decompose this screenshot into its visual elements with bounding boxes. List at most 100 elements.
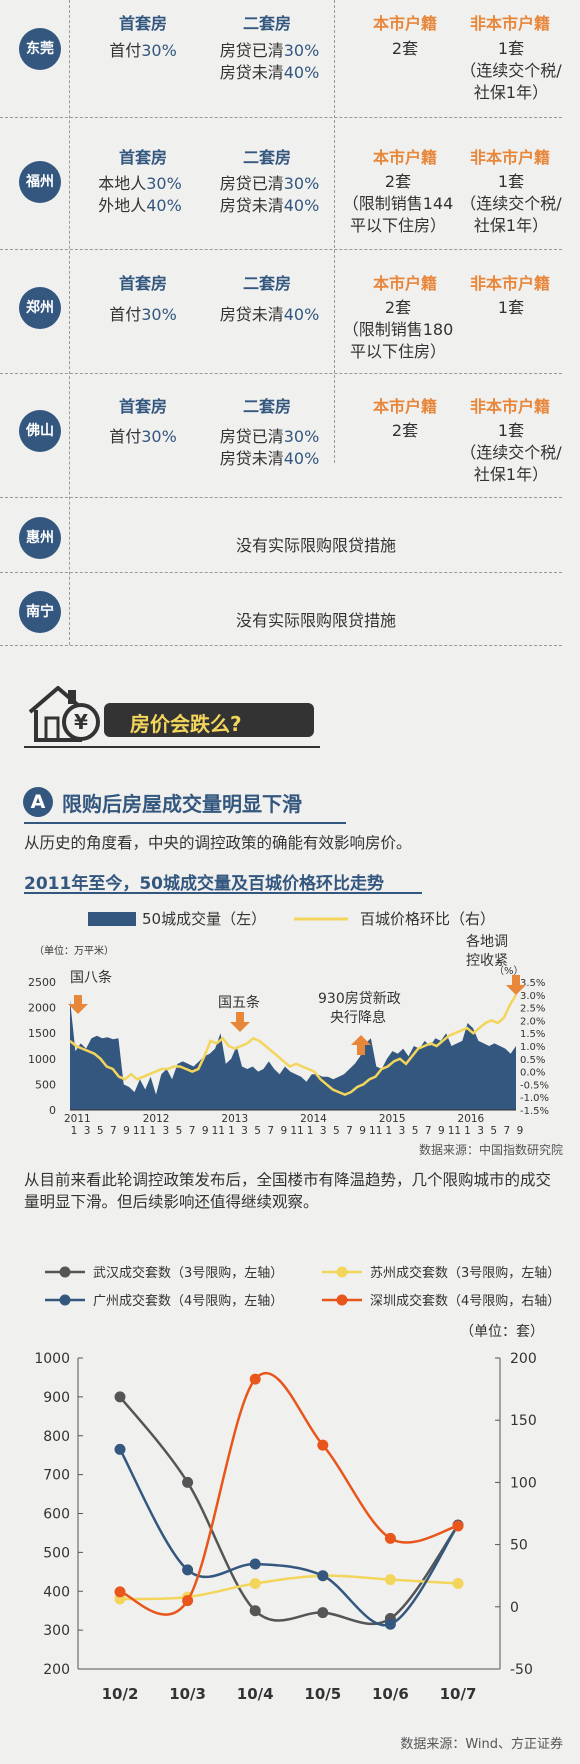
legend-label: 武汉成交套数（3号限购，左轴） bbox=[93, 1265, 283, 1281]
row-divider bbox=[0, 373, 562, 374]
cell-line: 本地人30% bbox=[98, 174, 182, 193]
data-point bbox=[249, 1605, 261, 1617]
cell-line: 社保1年） bbox=[473, 83, 549, 102]
cell-line: 2套 bbox=[391, 421, 419, 440]
x-tick-label: 10/7 bbox=[440, 1685, 477, 1703]
x-tick-label: 10/2 bbox=[102, 1685, 139, 1703]
cell-line: 首付30% bbox=[109, 305, 177, 324]
left-tick-label: 800 bbox=[43, 1429, 70, 1445]
month-label: 11 bbox=[448, 1125, 461, 1137]
chart2-svg: 武汉成交套数（3号限购，左轴） 苏州成交套数（3号限购，左轴） 广州成交套数（4号限… bbox=[34, 1265, 563, 1752]
right-tick-label: 2.5% bbox=[520, 1004, 545, 1015]
left-tick-label: 2000 bbox=[28, 1002, 56, 1015]
cell-line: 房贷已清30% bbox=[219, 174, 320, 193]
month-label: 1 bbox=[307, 1125, 314, 1137]
cell-line: 1套 bbox=[497, 421, 525, 440]
month-label: 7 bbox=[346, 1125, 353, 1137]
row-divider bbox=[0, 645, 562, 646]
row-divider bbox=[0, 117, 562, 118]
chart1-left-axis: 2500 2000 1500 1000 500 0 bbox=[28, 976, 56, 1117]
legend-swatch-area bbox=[88, 912, 136, 926]
chart1-svg: 50城成交量（左） 百城价格环比（右） （单位：万平米） （%） 2500 200… bbox=[28, 910, 563, 1157]
data-point bbox=[452, 1520, 464, 1532]
right-tick-label: 2.0% bbox=[520, 1016, 545, 1027]
table-cell: 1套 （连续交个税/社保1年） bbox=[452, 420, 570, 486]
subsection-letter-badge: A bbox=[23, 787, 53, 817]
data-point bbox=[317, 1439, 329, 1451]
data-point bbox=[384, 1532, 396, 1544]
subsection-title: 限购后房屋成交量明显下滑 bbox=[62, 792, 302, 816]
cell-line: 首付30% bbox=[109, 41, 177, 60]
table-cell: 房贷已清30% 房贷未清40% bbox=[202, 40, 337, 84]
month-label: 9 bbox=[438, 1125, 445, 1137]
table-cell: 1套 （连续交个税/社保1年） bbox=[452, 171, 570, 237]
right-axis-unit: （%） bbox=[494, 965, 524, 977]
city-badge: 福州 bbox=[19, 161, 61, 203]
column-header: 二套房 bbox=[242, 148, 291, 167]
cell-line: 房贷未清40% bbox=[219, 196, 320, 215]
city-badge: 惠州 bbox=[19, 517, 61, 559]
cell-line: 外地人40% bbox=[98, 196, 182, 215]
cell-line: 平以下住房） bbox=[349, 342, 446, 361]
section-title: 房价会跌么? bbox=[130, 712, 242, 736]
data-point bbox=[249, 1373, 261, 1385]
left-tick-label: 500 bbox=[35, 1078, 56, 1091]
data-point bbox=[182, 1564, 194, 1576]
x-tick-label: 10/4 bbox=[237, 1685, 274, 1703]
table-cell: 房贷未清40% bbox=[202, 304, 337, 326]
column-header: 本市户籍 bbox=[372, 148, 437, 167]
right-tick-label: -1.5% bbox=[520, 1106, 549, 1117]
no-policy-message: 没有实际限购限贷措施 bbox=[235, 611, 396, 630]
month-label: 7 bbox=[267, 1125, 274, 1137]
left-axis-unit: （单位：万平米） bbox=[34, 944, 114, 957]
annotation-label: 国八条 bbox=[70, 969, 112, 986]
series-line bbox=[119, 1574, 459, 1601]
subsection-underline bbox=[24, 822, 346, 824]
data-point bbox=[114, 1443, 126, 1455]
chart1-plot bbox=[69, 994, 518, 1111]
month-label: 3 bbox=[241, 1125, 248, 1137]
left-tick-label: 700 bbox=[43, 1468, 70, 1484]
cell-line: 房贷未清40% bbox=[219, 305, 320, 324]
house-money-icon: ¥ bbox=[28, 686, 100, 742]
month-label: 5 bbox=[176, 1125, 183, 1137]
annotation-label: 央行降息 bbox=[330, 1009, 386, 1026]
left-tick-label: 1000 bbox=[34, 1351, 70, 1367]
left-tick-label: 2500 bbox=[28, 976, 56, 989]
price-index-line bbox=[69, 994, 518, 1096]
month-label: 9 bbox=[123, 1125, 130, 1137]
annotation-arrow bbox=[230, 1012, 250, 1032]
chart2-unit: （单位：套） bbox=[460, 1324, 544, 1340]
city-badge: 佛山 bbox=[19, 410, 61, 452]
column-header: 二套房 bbox=[242, 14, 291, 33]
table-cell: 2套 （限制销售144 平以下住房） bbox=[336, 171, 460, 237]
cell-line: （连续交个税/ bbox=[460, 194, 562, 213]
month-label: 5 bbox=[97, 1125, 104, 1137]
right-tick-label: 100 bbox=[510, 1475, 537, 1491]
data-point bbox=[452, 1577, 464, 1589]
table-cell: 2套 bbox=[350, 420, 460, 442]
month-label: 5 bbox=[412, 1125, 419, 1137]
year-label: 2011 bbox=[64, 1113, 91, 1125]
year-label: 2012 bbox=[143, 1113, 170, 1125]
month-label: 3 bbox=[320, 1125, 327, 1137]
month-label: 1 bbox=[149, 1125, 156, 1137]
series-line bbox=[118, 1448, 460, 1627]
month-label: 7 bbox=[425, 1125, 432, 1137]
right-tick-label: 150 bbox=[510, 1413, 537, 1429]
month-label: 9 bbox=[202, 1125, 209, 1137]
year-label: 2014 bbox=[300, 1113, 327, 1125]
data-point bbox=[384, 1618, 396, 1630]
section-title-box: 房价会跌么? bbox=[104, 703, 314, 737]
column-header: 非本市户籍 bbox=[469, 148, 550, 167]
month-label: 3 bbox=[477, 1125, 484, 1137]
chart2-intro-paragraph: 从目前来看此轮调控政策发布后，全国楼市有降温趋势，几个限购城市的成交量明显下滑。… bbox=[24, 1171, 552, 1211]
data-point bbox=[114, 1391, 126, 1403]
x-tick-label: 10/6 bbox=[372, 1685, 409, 1703]
legend-label: 广州成交套数（4号限购，左轴） bbox=[93, 1293, 283, 1309]
column-header: 非本市户籍 bbox=[469, 14, 550, 33]
annotation-label: 各地调 bbox=[466, 934, 508, 950]
column-header: 首套房 bbox=[118, 274, 167, 293]
data-point bbox=[182, 1595, 194, 1607]
right-tick-label: 3.0% bbox=[520, 991, 545, 1002]
